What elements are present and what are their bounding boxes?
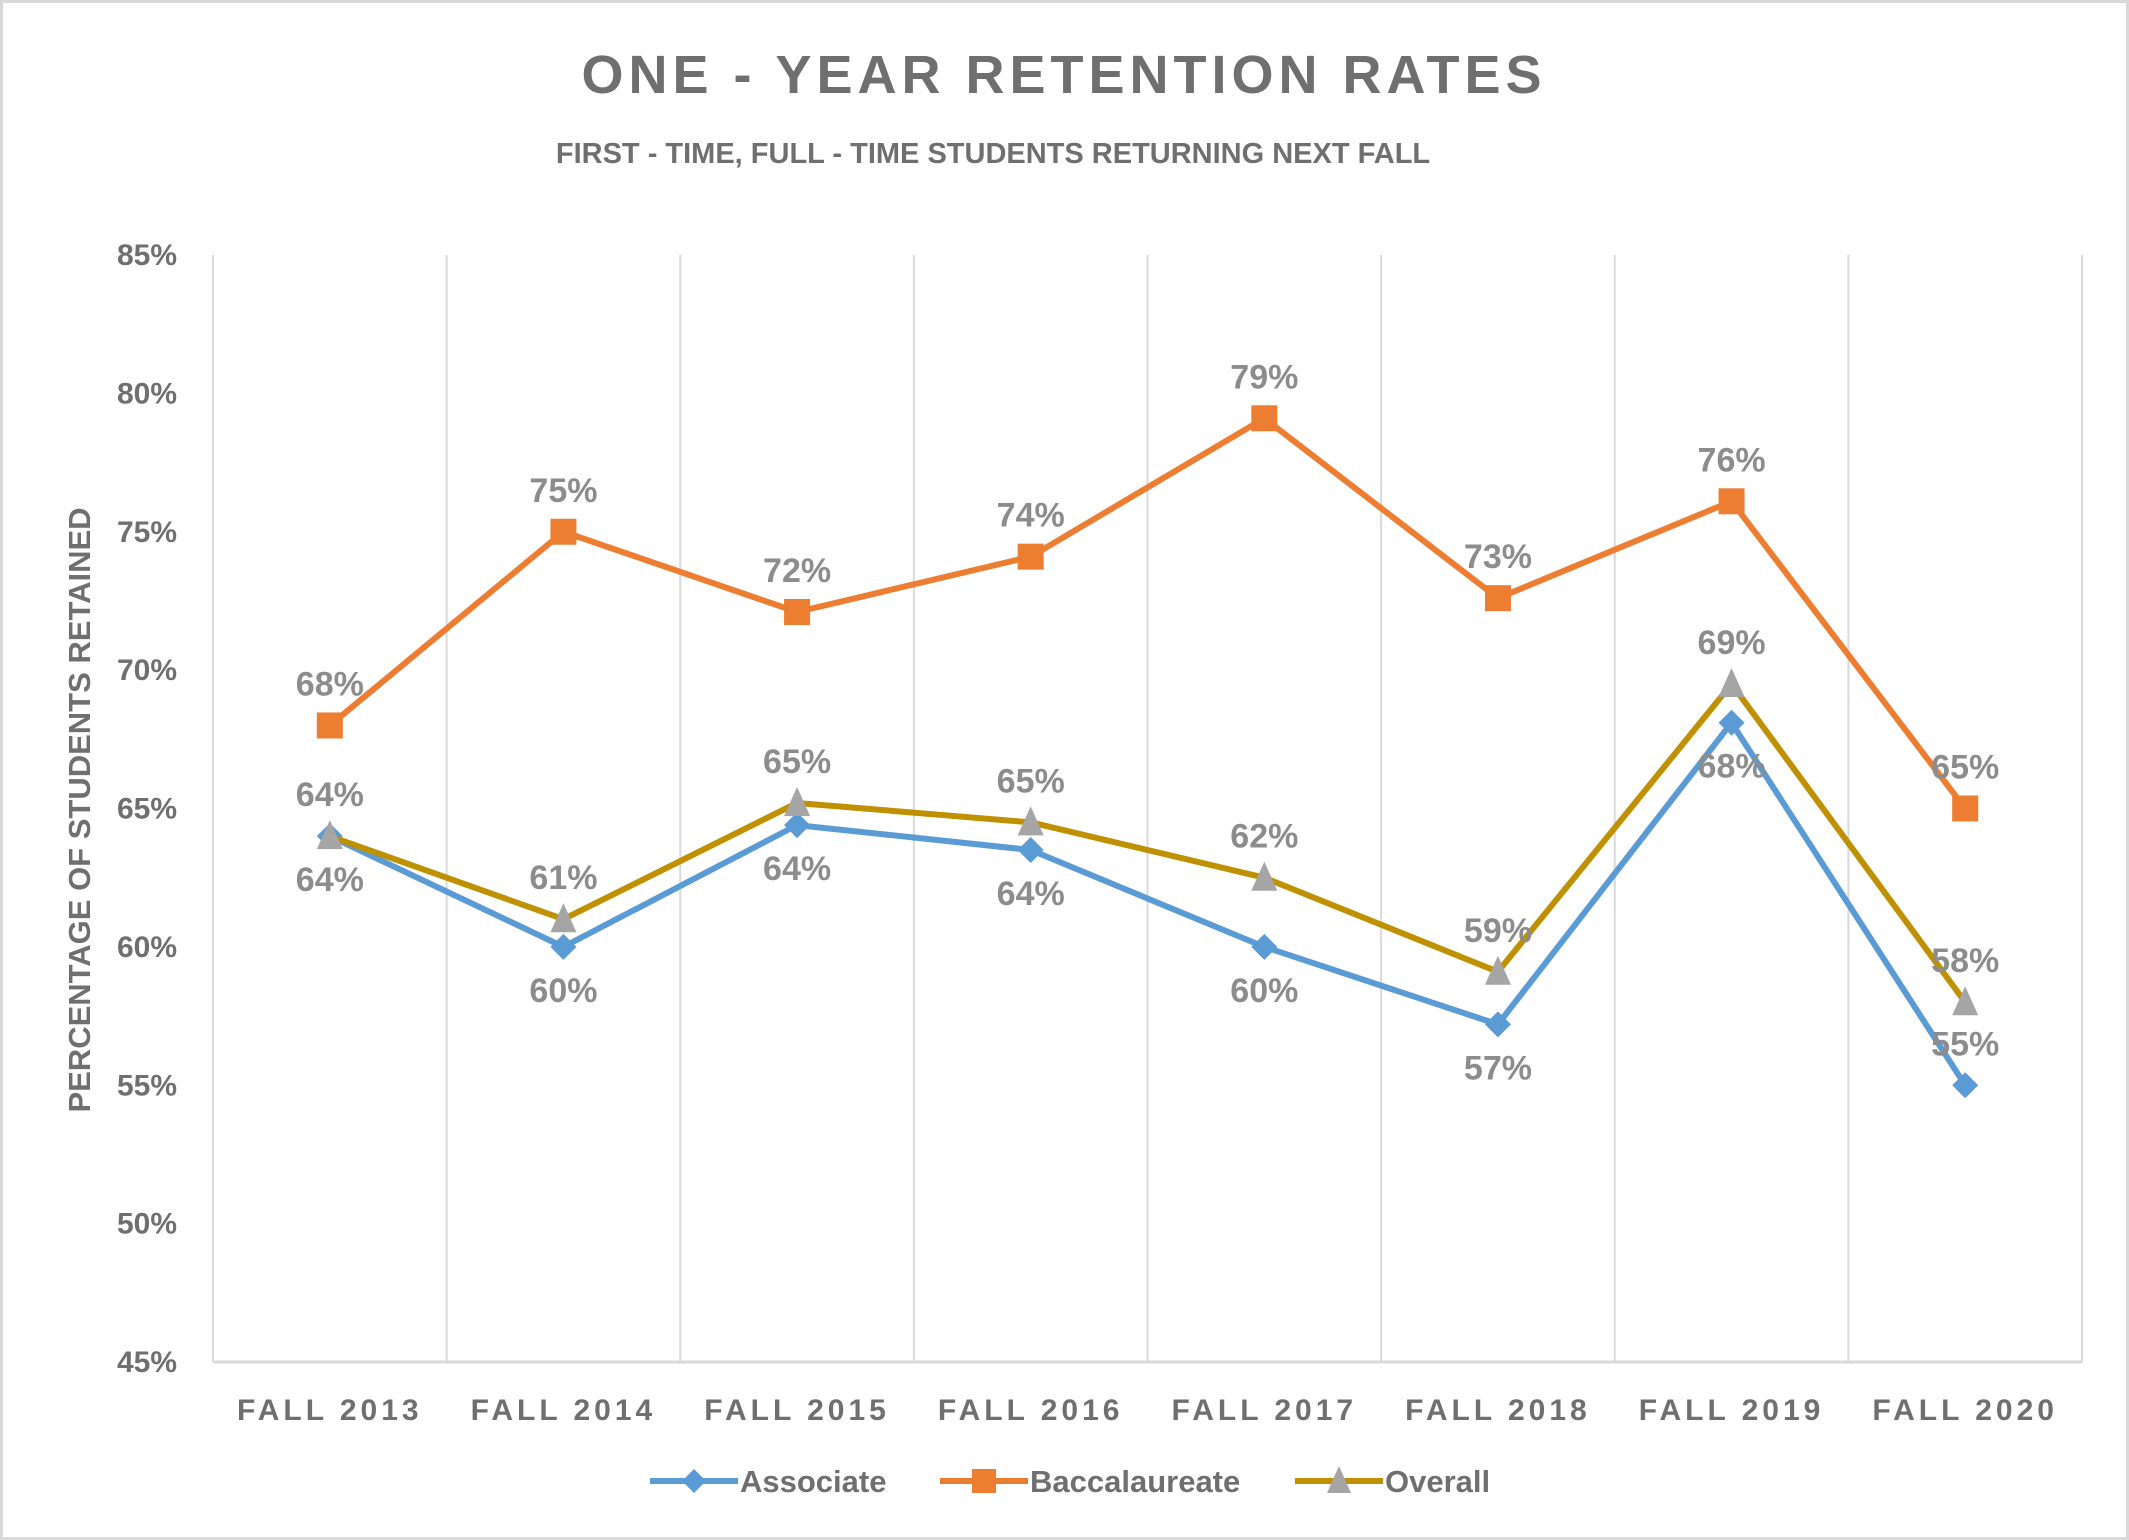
x-tick-label: FALL 2016 [938, 1394, 1124, 1427]
y-tick-label: 55% [117, 1069, 177, 1102]
overall-marker [1718, 667, 1745, 697]
legend-associate-label: Associate [740, 1464, 886, 1499]
associate-data-label: 60% [529, 972, 597, 1010]
overall-marker [550, 903, 577, 933]
associate-marker [1952, 1072, 1979, 1099]
associate-data-label: 55% [1931, 1025, 1999, 1063]
overall-data-label: 58% [1931, 942, 1999, 980]
baccalaureate-data-label: 74% [997, 497, 1065, 535]
x-tick-label: FALL 2020 [1872, 1394, 2058, 1427]
legend: Associate Baccalaureate Overall [650, 1464, 1490, 1499]
legend-overall-label: Overall [1385, 1464, 1490, 1499]
x-axis-ticks: FALL 2013 FALL 2014 FALL 2015 FALL 2016 FALL… [237, 1394, 2058, 1427]
x-tick-label: FALL 2015 [704, 1394, 890, 1427]
x-tick-label: FALL 2019 [1639, 1394, 1825, 1427]
grid [212, 255, 2083, 1364]
baccalaureate-marker [1017, 543, 1044, 570]
baccalaureate-marker [1251, 405, 1278, 432]
y-axis-ticks: 45% 50% 55% 60% 65% 70% 75% 80% 85% [117, 239, 177, 1379]
baccalaureate-marker [1718, 488, 1745, 515]
overall-marker [1952, 986, 1979, 1016]
associate-line [328, 719, 1968, 1087]
y-tick-label: 45% [117, 1346, 177, 1379]
y-axis-title: PERCENTAGE OF STUDENTS RETAINED [62, 507, 97, 1112]
associate-marker [550, 933, 577, 960]
legend-baccalaureate-marker [972, 1469, 996, 1493]
overall-data-label: 59% [1464, 912, 1532, 950]
associate-data-label: 68% [1698, 748, 1766, 786]
baccalaureate-marker [1952, 795, 1979, 822]
associate-data-label: 57% [1464, 1049, 1532, 1087]
overall-marker [784, 786, 811, 816]
baccalaureate-marker [550, 518, 577, 545]
baccalaureate-marker [784, 599, 811, 626]
y-tick-label: 65% [117, 793, 177, 826]
baccalaureate-data-label: 79% [1230, 358, 1298, 396]
x-tick-label: FALL 2017 [1172, 1394, 1358, 1427]
baccalaureate-data-label: 76% [1698, 441, 1766, 479]
overall-data-label: 62% [1230, 818, 1298, 856]
overall-line [328, 680, 1968, 1005]
associate-marker [1017, 837, 1044, 864]
baccalaureate-marker [1484, 585, 1511, 612]
overall-data-label: 61% [529, 859, 597, 897]
associate-marker [1251, 933, 1278, 960]
y-tick-label: 75% [117, 516, 177, 549]
x-tick-label: FALL 2018 [1405, 1394, 1591, 1427]
associate-data-label: 60% [1230, 972, 1298, 1010]
data-labels: 68% 75% 72% 74% 79% 73% 76% 65% 64% 61% 65% 65% 62% 5… [296, 358, 1999, 1087]
x-tick-label: FALL 2014 [471, 1394, 657, 1427]
x-tick-label: FALL 2013 [237, 1394, 423, 1427]
associate-marker [784, 812, 811, 839]
overall-data-label: 65% [997, 762, 1065, 800]
legend-baccalaureate-label: Baccalaureate [1030, 1464, 1240, 1499]
associate-data-label: 64% [296, 861, 364, 899]
overall-marker [1251, 861, 1278, 891]
baccalaureate-data-label: 65% [1931, 749, 1999, 787]
overall-data-label: 65% [763, 743, 831, 781]
overall-data-label: 69% [1698, 624, 1766, 662]
chart-title: ONE - YEAR RETENTION RATES [581, 45, 1546, 105]
baccalaureate-data-label: 72% [763, 552, 831, 590]
baccalaureate-data-label: 75% [529, 472, 597, 510]
associate-marker [1718, 709, 1745, 736]
legend-associate-marker [682, 1469, 706, 1493]
y-tick-label: 50% [117, 1208, 177, 1241]
baccalaureate-line [327, 415, 1968, 811]
associate-data-label: 64% [997, 875, 1065, 913]
y-tick-label: 85% [117, 239, 177, 272]
overall-marker [316, 820, 343, 850]
y-tick-label: 60% [117, 931, 177, 964]
series-lines [316, 405, 1979, 1099]
overall-data-label: 64% [296, 776, 364, 814]
overall-marker [1484, 955, 1511, 985]
overall-marker [1017, 806, 1044, 836]
baccalaureate-data-label: 68% [296, 665, 364, 703]
y-tick-label: 70% [117, 654, 177, 687]
associate-data-label: 64% [763, 850, 831, 888]
baccalaureate-marker [316, 712, 343, 739]
legend-overall-marker [1327, 1466, 1351, 1493]
baccalaureate-data-label: 73% [1464, 538, 1532, 576]
associate-marker [1484, 1011, 1511, 1038]
y-tick-label: 80% [117, 377, 177, 410]
chart-subtitle: FIRST - TIME, FULL - TIME STUDENTS RETUR… [556, 138, 1430, 170]
